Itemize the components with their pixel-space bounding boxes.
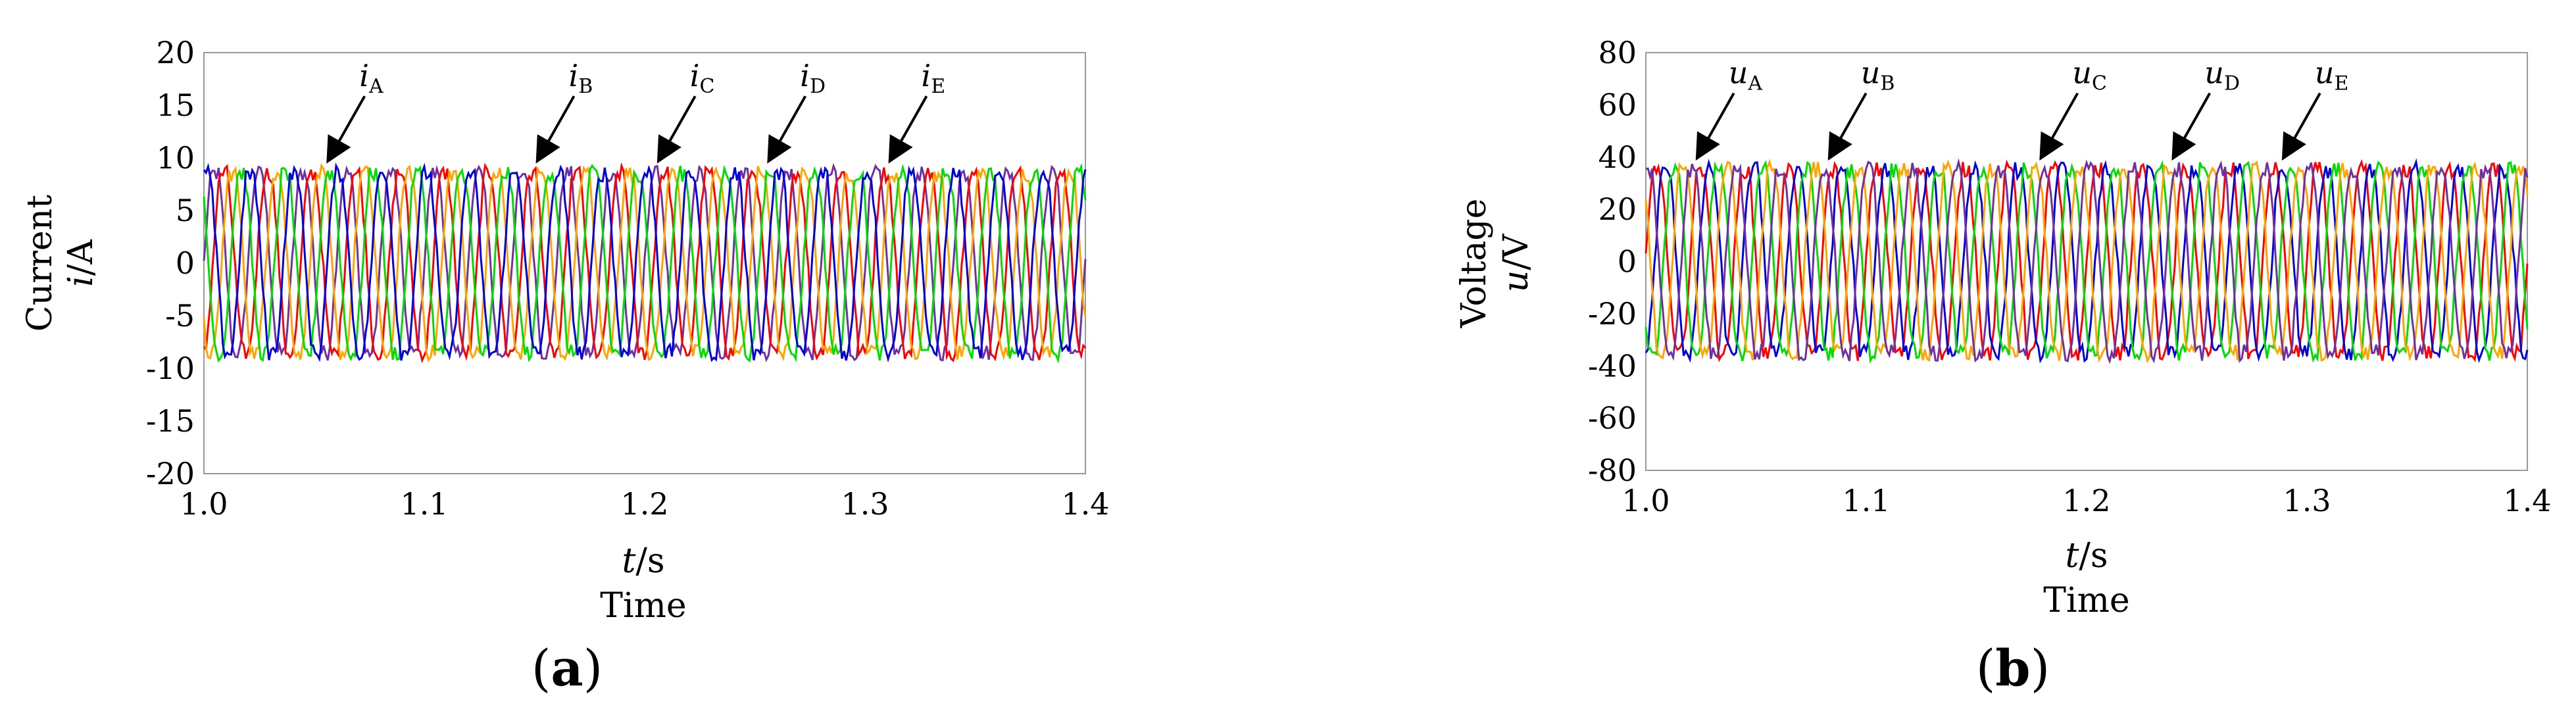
y-tick-label: 10 bbox=[156, 140, 195, 176]
x-axis-secondary-label: Time bbox=[2043, 581, 2129, 620]
annotation-label-i-A: iA bbox=[359, 58, 384, 98]
chart-panel-b: 80 60 40 20 0 -20 -40 -60 -80 1.0 1.1 1.2 1.3 1.4 uA… bbox=[1454, 35, 2552, 697]
series-line-i-A bbox=[203, 162, 1087, 362]
y-tick-label: -10 bbox=[146, 351, 195, 386]
annotation-label-u-C: uC bbox=[2072, 55, 2107, 95]
y-axis-unit-label: i/A bbox=[61, 239, 101, 287]
series-line-u-C bbox=[1645, 160, 2529, 364]
series-line-i-B bbox=[203, 162, 1087, 364]
annotation-arrow bbox=[656, 95, 697, 164]
plot-frame bbox=[1645, 52, 2528, 471]
annotation-arrow bbox=[2171, 92, 2212, 161]
annotation-layer: iA iB iC iD iE bbox=[326, 58, 946, 164]
annotation-arrow bbox=[535, 95, 576, 164]
panel-label-a: (a) bbox=[532, 639, 603, 697]
x-axis-label: t/s bbox=[622, 541, 664, 581]
annotation-label-i-C: iC bbox=[690, 58, 715, 98]
annotation-label-u-E: uE bbox=[2315, 55, 2349, 95]
x-axis-label: t/s bbox=[2065, 536, 2108, 576]
x-tick-label: 1.2 bbox=[2062, 483, 2110, 518]
annotation-label-u-B: uB bbox=[1861, 55, 1895, 95]
x-tick-label: 1.1 bbox=[400, 486, 448, 522]
x-tick-labels: 1.0 1.1 1.2 1.3 1.4 bbox=[1622, 483, 2551, 518]
y-tick-label: 0 bbox=[176, 245, 195, 281]
x-tick-label: 1.2 bbox=[620, 486, 668, 522]
annotation-arrow bbox=[2039, 92, 2079, 161]
annotation-label-u-D: uD bbox=[2204, 55, 2240, 95]
y-tick-label: -20 bbox=[146, 456, 195, 491]
x-tick-label: 1.4 bbox=[1061, 486, 1109, 522]
annotation-label-i-B: iB bbox=[569, 58, 593, 98]
y-tick-labels: 80 60 40 20 0 -20 -40 -60 -80 bbox=[1588, 35, 1637, 488]
y-tick-label: -40 bbox=[1588, 348, 1637, 384]
y-tick-label: 20 bbox=[1598, 191, 1637, 227]
series-line-i-C bbox=[203, 162, 1087, 362]
y-tick-label: 60 bbox=[1598, 87, 1637, 122]
annotation-label-u-A: uA bbox=[1729, 55, 1763, 95]
x-tick-label: 1.3 bbox=[2283, 483, 2331, 518]
x-tick-label: 1.0 bbox=[1622, 483, 1670, 518]
series-line-u-D bbox=[1645, 159, 2529, 364]
x-tick-labels: 1.0 1.1 1.2 1.3 1.4 bbox=[180, 486, 1109, 522]
x-tick-label: 1.1 bbox=[1842, 483, 1890, 518]
annotation-arrow bbox=[1827, 92, 1868, 161]
panel-label-b: (b) bbox=[1976, 639, 2050, 697]
series-line-u-A bbox=[1645, 159, 2529, 362]
y-tick-label: 15 bbox=[156, 87, 195, 123]
annotation-arrow bbox=[2281, 92, 2321, 161]
annotation-label-i-D: iD bbox=[800, 58, 826, 98]
x-axis-secondary-label: Time bbox=[600, 586, 686, 626]
series-line-u-B bbox=[1645, 158, 2529, 364]
series-layer bbox=[1645, 158, 2529, 364]
series-layer bbox=[203, 162, 1087, 364]
x-tick-label: 1.0 bbox=[180, 486, 228, 522]
y-tick-label: -15 bbox=[146, 403, 195, 439]
y-tick-label: 80 bbox=[1598, 35, 1637, 70]
y-tick-label: 40 bbox=[1598, 139, 1637, 175]
x-tick-label: 1.3 bbox=[841, 486, 889, 522]
y-tick-label: -80 bbox=[1588, 453, 1637, 488]
y-tick-label: 5 bbox=[176, 193, 195, 228]
annotation-label-i-E: iE bbox=[922, 58, 946, 98]
annotation-arrow bbox=[1695, 92, 1735, 161]
series-line-i-D bbox=[203, 162, 1087, 364]
y-tick-label: -20 bbox=[1588, 296, 1637, 332]
series-line-u-E bbox=[1645, 158, 2529, 364]
annotation-layer: uA uB uC uD uE bbox=[1695, 55, 2349, 161]
y-axis-label: Voltage bbox=[1454, 199, 1494, 329]
y-tick-label: -60 bbox=[1588, 401, 1637, 436]
y-tick-label: -5 bbox=[165, 298, 195, 334]
series-line-i-E bbox=[203, 162, 1087, 363]
annotation-arrow bbox=[888, 95, 928, 164]
y-tick-labels: 20 15 10 5 0 -5 -10 -15 -20 bbox=[146, 35, 195, 491]
y-axis-unit-label: u/V bbox=[1497, 233, 1536, 292]
annotation-arrow bbox=[767, 95, 806, 164]
x-tick-label: 1.4 bbox=[2503, 483, 2551, 518]
y-tick-label: 20 bbox=[156, 35, 195, 70]
chart-panel-a: 20 15 10 5 0 -5 -10 -15 -20 1.0 1.1 1.2 1.3 1.4 iA iB… bbox=[20, 35, 1110, 697]
annotation-arrow bbox=[326, 95, 366, 164]
y-tick-label: 0 bbox=[1618, 244, 1637, 280]
y-axis-label: Current bbox=[20, 195, 60, 332]
